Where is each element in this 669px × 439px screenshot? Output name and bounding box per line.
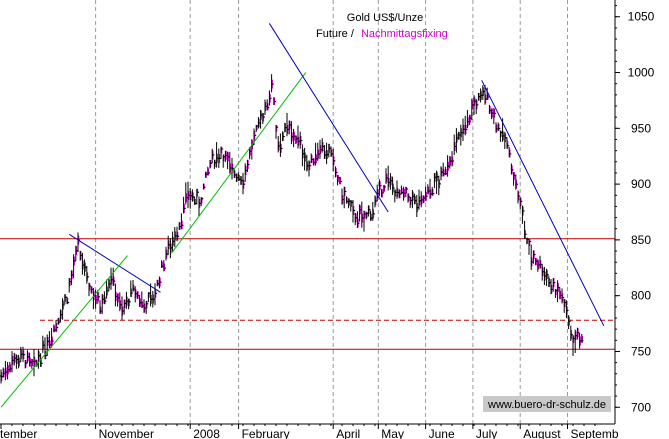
y-tick-label: 950 (631, 121, 651, 135)
price-bar (336, 171, 340, 186)
price-bar (107, 278, 111, 292)
source-badge (483, 396, 611, 412)
price-bar (144, 300, 148, 314)
x-tick-label: November (99, 427, 154, 439)
price-bar (100, 293, 104, 315)
price-bars (0, 74, 584, 384)
y-tick-label: 1050 (628, 10, 655, 24)
price-bar (204, 171, 208, 188)
price-bar (153, 283, 157, 306)
x-tick-label: July (476, 427, 497, 439)
x-tick-label: August (523, 427, 561, 439)
price-bar (83, 259, 87, 277)
uptrend-line (0, 255, 128, 408)
price-bar (131, 280, 135, 294)
y-tick-label: 750 (631, 344, 651, 358)
price-bar (3, 360, 7, 381)
price-bar (0, 369, 3, 384)
price-bar (287, 120, 291, 135)
y-tick-label: 800 (631, 289, 651, 303)
price-bar (580, 334, 584, 343)
subtitle-fixing: Nachmittagsfixing (361, 28, 448, 40)
y-tick-label: 850 (631, 233, 651, 247)
price-bar (276, 126, 280, 153)
price-bar (520, 200, 524, 224)
y-tick-label: 700 (631, 400, 651, 414)
x-axis-ticks: tember November 2008 February April May June Ju… (0, 424, 619, 439)
price-bar (490, 108, 494, 120)
y-tick-label: 1000 (628, 66, 655, 80)
price-bar (529, 240, 533, 271)
trendlines (0, 23, 605, 408)
price-bar (437, 175, 441, 196)
price-bar (340, 180, 344, 205)
x-tick-label: June (429, 427, 455, 439)
price-bar (391, 176, 395, 196)
source-label: www.buero-dr-schulz.de (487, 399, 606, 411)
price-bar (272, 83, 276, 105)
x-tick-label: Septemb (571, 427, 619, 439)
price-bar (241, 172, 245, 195)
price-bar (428, 178, 432, 199)
price-bar (410, 190, 414, 209)
price-bar (10, 351, 14, 373)
price-bar (12, 352, 16, 366)
y-axis-ticks: 700 750 800 850 900 950 1000 1050 (615, 5, 655, 414)
price-bar (283, 122, 287, 138)
price-bar (63, 294, 67, 306)
y-tick-label: 900 (631, 177, 651, 191)
price-bar (538, 255, 542, 269)
downtrend-line (268, 23, 389, 213)
x-tick-label: February (242, 427, 290, 439)
x-tick-label: May (381, 427, 404, 439)
price-bar (25, 350, 29, 364)
downtrend-line (481, 80, 605, 327)
price-bar (281, 131, 285, 149)
downtrend-line (68, 233, 161, 293)
price-bar (426, 184, 430, 197)
price-bar (164, 246, 168, 269)
price-bar (448, 156, 452, 169)
price-bar (547, 274, 551, 288)
price-bar (320, 138, 324, 153)
price-bar (52, 324, 56, 342)
price-bar (133, 286, 137, 303)
uptrend-line (171, 72, 307, 254)
subtitle-future: Future / (316, 28, 355, 40)
price-bar (492, 108, 496, 125)
price-bar (118, 292, 122, 312)
chart-title: Gold US$/Unze (347, 12, 423, 24)
chart-subtitle: Future / Nachmittagsfixing (316, 28, 448, 40)
vertical-grid (95, 0, 568, 424)
price-bar (485, 87, 489, 100)
price-bar (195, 188, 199, 205)
price-bar (259, 109, 263, 129)
price-bar (274, 101, 278, 139)
x-tick-label: tember (0, 427, 37, 439)
price-bar (316, 142, 320, 161)
price-bar (142, 299, 146, 313)
support-resistance-lines (0, 238, 615, 350)
x-tick-label: April (336, 427, 360, 439)
x-tick-label: 2008 (193, 427, 220, 439)
price-bar (263, 99, 267, 118)
price-bar (318, 139, 322, 159)
price-bar (190, 189, 194, 202)
